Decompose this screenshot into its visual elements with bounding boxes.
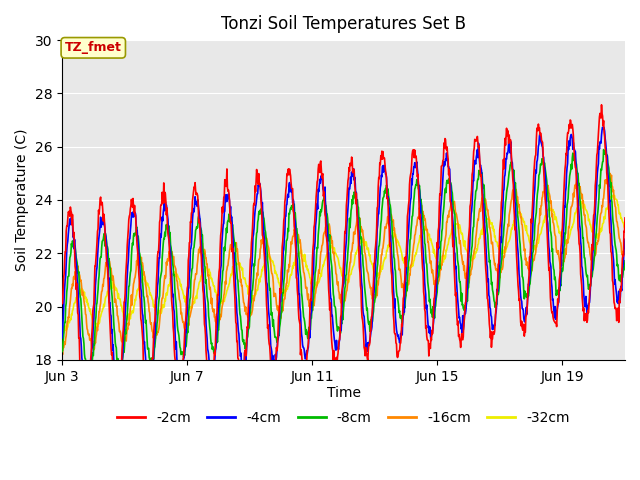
X-axis label: Time: Time (326, 386, 360, 400)
Text: TZ_fmet: TZ_fmet (65, 41, 122, 54)
Legend: -2cm, -4cm, -8cm, -16cm, -32cm: -2cm, -4cm, -8cm, -16cm, -32cm (111, 405, 575, 430)
Y-axis label: Soil Temperature (C): Soil Temperature (C) (15, 129, 29, 271)
Title: Tonzi Soil Temperatures Set B: Tonzi Soil Temperatures Set B (221, 15, 466, 33)
